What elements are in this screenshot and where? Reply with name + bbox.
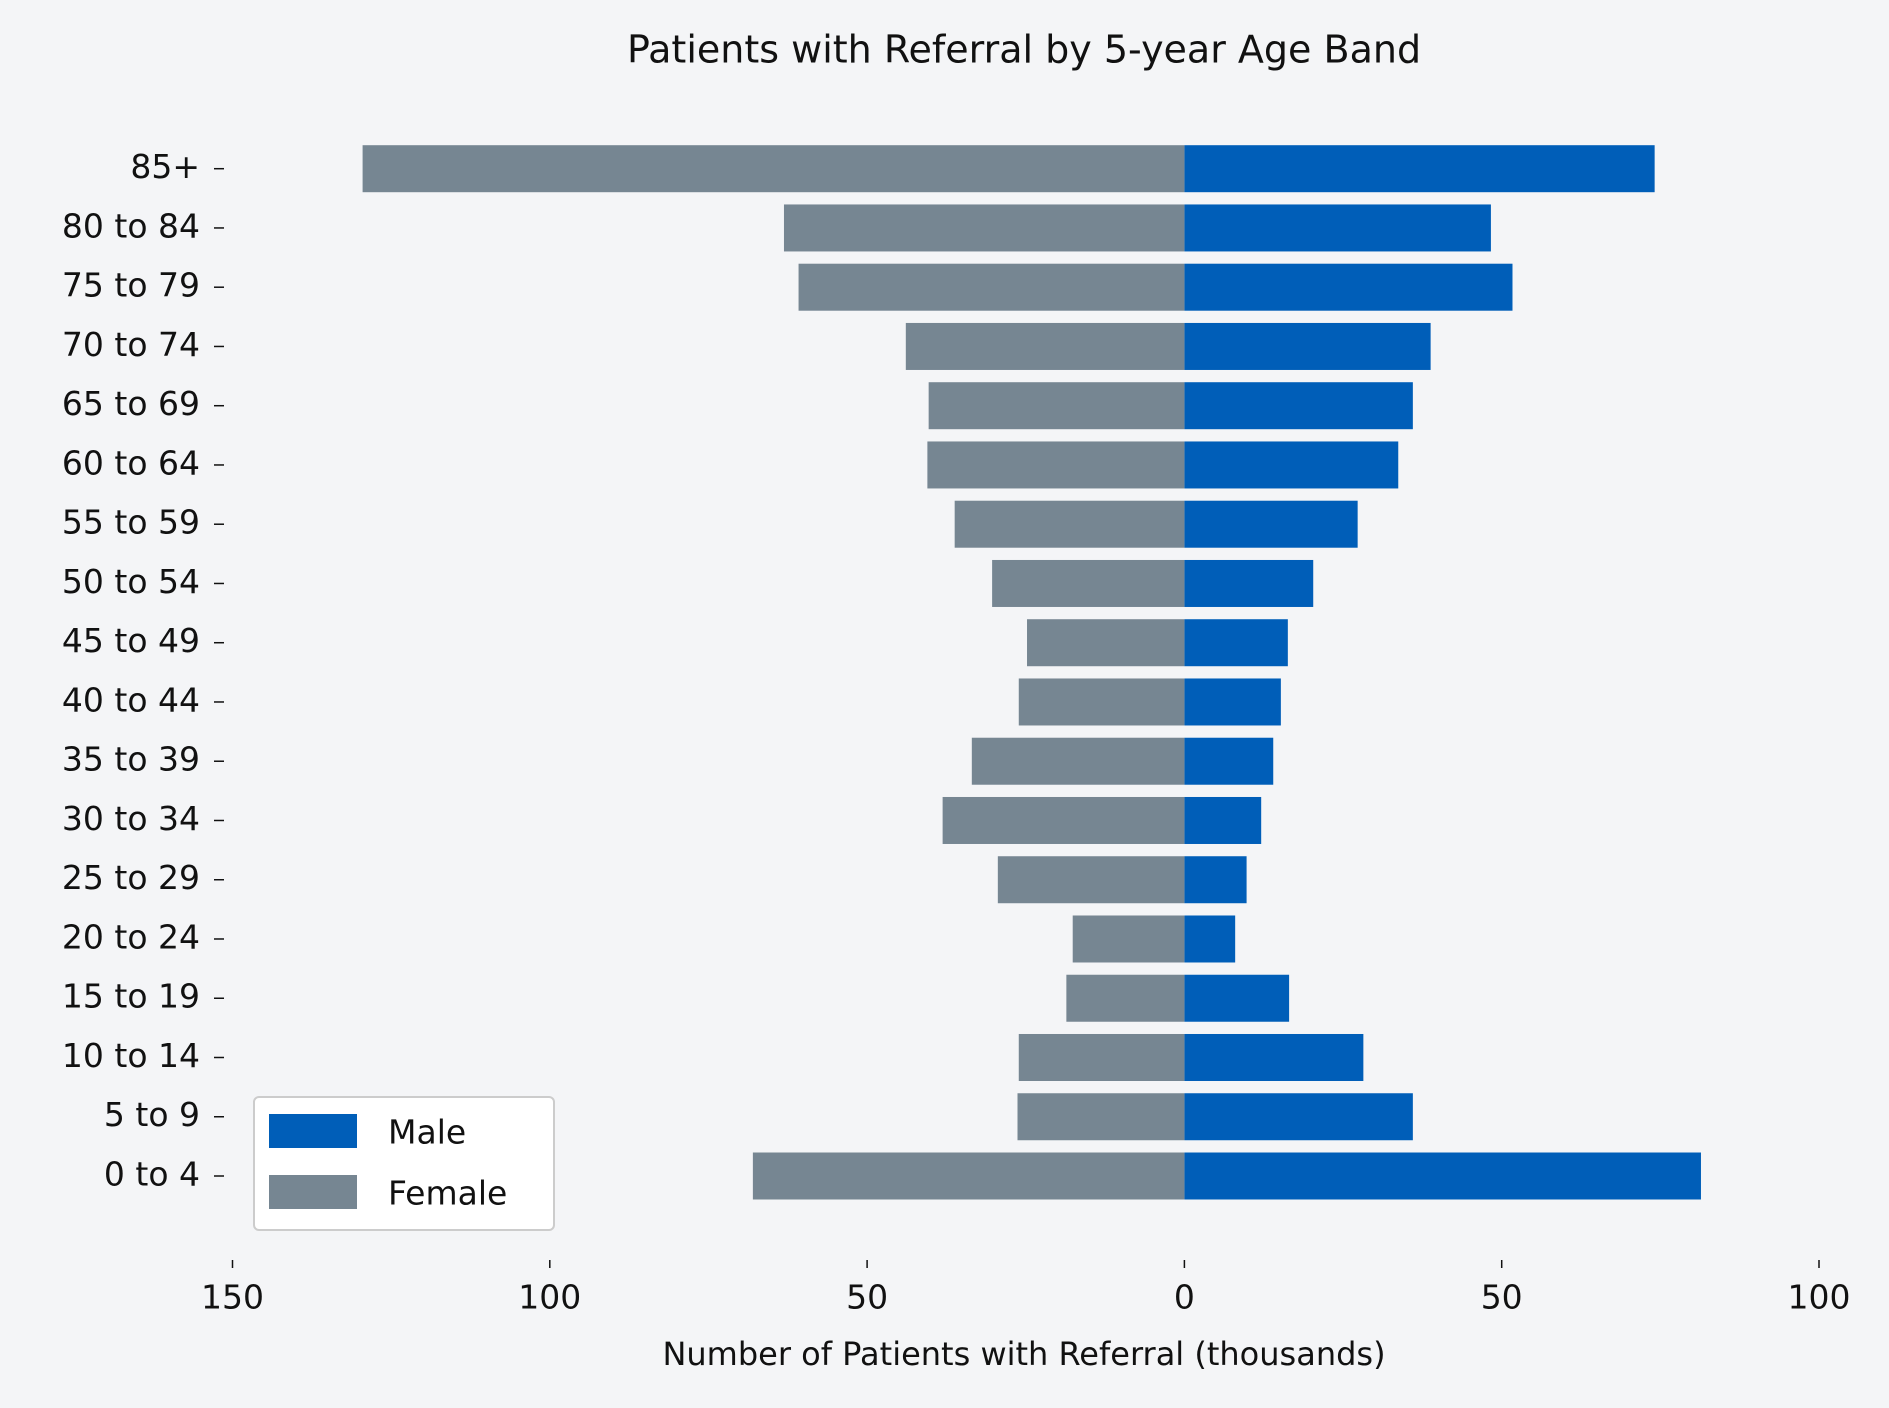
bar (954, 500, 1185, 548)
y-tick-label: 40 to 44 (62, 680, 200, 719)
bar (1018, 1033, 1185, 1081)
x-tick-label: 100 (1788, 1278, 1851, 1317)
y-tick-label: 45 to 49 (62, 621, 200, 660)
bar (928, 382, 1185, 430)
y-tick-label: 20 to 24 (62, 917, 200, 956)
y-tick-label: 75 to 79 (62, 266, 200, 305)
x-tick-label: 150 (201, 1278, 264, 1317)
bar (971, 737, 1185, 785)
y-tick-label: 30 to 34 (62, 799, 200, 838)
y-tick-label: 80 to 84 (62, 206, 200, 245)
legend-swatch (269, 1175, 357, 1209)
bar (1184, 500, 1358, 548)
bar (1184, 559, 1314, 607)
x-tick-label: 0 (1174, 1278, 1195, 1317)
y-tick-label: 10 to 14 (62, 1036, 200, 1075)
bar (1184, 1152, 1701, 1200)
y-tick-label: 25 to 29 (62, 858, 200, 897)
bar (1184, 204, 1491, 252)
bar (1066, 974, 1185, 1022)
y-tick-label: 60 to 64 (62, 443, 200, 482)
bar (997, 856, 1185, 904)
bar (1184, 263, 1513, 311)
y-tick-label: 85+ (130, 147, 200, 186)
legend-label: Male (388, 1113, 466, 1152)
bar (905, 322, 1185, 370)
bar (1072, 915, 1185, 963)
bar (992, 559, 1185, 607)
bar (798, 263, 1185, 311)
x-tick-label: 100 (518, 1278, 581, 1317)
y-tick-label: 50 to 54 (62, 562, 200, 601)
bar (1184, 619, 1288, 667)
y-tick-label: 15 to 19 (62, 977, 200, 1016)
bar (783, 204, 1185, 252)
y-tick-label: 5 to 9 (104, 1095, 200, 1134)
y-tick-label: 0 to 4 (104, 1155, 200, 1194)
y-tick-label: 65 to 69 (62, 384, 200, 423)
bar (362, 145, 1185, 193)
x-tick-label: 50 (1481, 1278, 1523, 1317)
bar (752, 1152, 1185, 1200)
bar (1018, 678, 1185, 726)
bar (1184, 856, 1247, 904)
y-tick-label: 55 to 59 (62, 503, 200, 542)
bar (942, 796, 1185, 844)
bar (1184, 974, 1290, 1022)
x-axis-label: Number of Patients with Referral (thousa… (662, 1335, 1385, 1373)
bar (1184, 441, 1399, 489)
legend-swatch (269, 1114, 357, 1148)
bar (1017, 1093, 1185, 1141)
bar (1184, 1033, 1364, 1081)
legend: Male Female (253, 1096, 555, 1231)
bar (1027, 619, 1185, 667)
x-tick-label: 50 (846, 1278, 888, 1317)
bar (1184, 915, 1236, 963)
bar (1184, 678, 1281, 726)
bar (1184, 1093, 1413, 1141)
bar (1184, 322, 1431, 370)
bar (1184, 145, 1655, 193)
bar (1184, 382, 1413, 430)
bar (1184, 796, 1262, 844)
legend-label: Female (388, 1174, 507, 1213)
bar (1184, 737, 1274, 785)
chart-title: Patients with Referral by 5-year Age Ban… (627, 28, 1421, 72)
bar (927, 441, 1185, 489)
y-tick-label: 70 to 74 (62, 325, 200, 364)
y-tick-label: 35 to 39 (62, 740, 200, 779)
